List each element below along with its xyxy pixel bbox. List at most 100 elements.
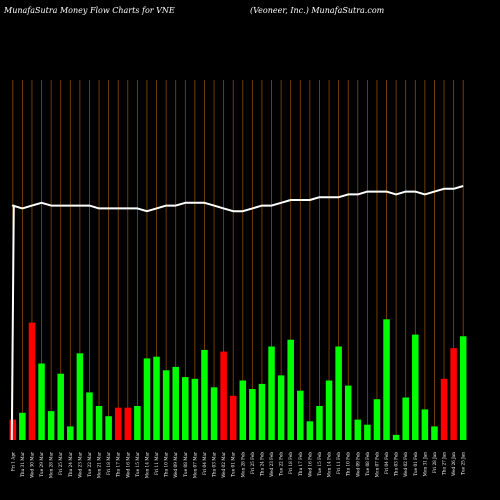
money-flow-bar [268,346,275,440]
tick-label: Fri 04 Mar [202,452,207,475]
money-flow-bar [124,407,132,440]
tick-label: Tue 01 Mar [231,452,236,477]
tick-label: Thu 17 Feb [298,452,303,476]
tick-label: Thu 17 Mar [116,452,121,477]
money-flow-bar [57,373,64,440]
tick-label: Wed 02 Mar [221,452,226,478]
tick-label: Mon 28 Mar [49,452,54,478]
tick-label: Fri 11 Mar [154,452,159,475]
tick-label: Mon 07 Mar [192,452,197,478]
money-flow-bar [364,424,371,440]
tick-label: Wed 09 Feb [355,452,360,477]
money-flow-bar [325,380,333,440]
tick-label: Tue 22 Mar [87,452,92,477]
tick-label: Thu 27 Jan [442,452,447,475]
tick-label: Mon 31 Jan [422,452,427,477]
tick-label: Mon 14 Feb [327,452,332,478]
money-flow-bar [114,407,122,440]
tick-label: Wed 23 Mar [77,452,82,478]
money-flow-bar [316,406,323,440]
tick-label: Fri 04 Feb [384,452,389,474]
tick-label: Fri 11 Feb [336,452,341,474]
money-flow-bar [95,406,103,440]
money-flow-bar [297,390,304,440]
price-line [10,185,464,441]
tick-label: Thu 03 Mar [212,452,217,477]
tick-label: Mon 28 Feb [240,452,245,478]
money-flow-bar [220,351,227,440]
money-flow-bar [306,421,314,440]
money-flow-bar [162,370,170,440]
tick-label: Thu 10 Mar [164,452,169,477]
money-flow-bar [153,356,160,440]
tick-label: Thu 03 Feb [394,452,399,476]
tick-label: Mon 14 Mar [144,452,149,478]
money-flow-bar [402,397,409,440]
money-flow-bar [28,322,36,440]
tick-label: Fri 25 Feb [250,452,255,474]
money-flow-bar [344,385,352,440]
tick-label: Tue 01 Feb [413,452,418,476]
money-flow-bar [431,426,438,440]
money-flow-bar [143,358,151,440]
money-flow-bar [277,375,285,440]
money-flow-bar [249,389,256,440]
money-flow-bar [287,339,294,440]
tick-label: Thu 24 Feb [259,452,264,476]
tick-label: Tue 08 Mar [183,452,188,477]
money-flow-bar [450,348,457,440]
money-flow-bar [76,353,84,440]
money-flow-bar [412,334,419,440]
tick-label: Tue 25 Jan [461,452,466,475]
tick-label: Fri 25 Mar [58,452,63,475]
money-flow-bar [182,377,189,440]
money-flow-bar [201,349,208,440]
money-flow-bar [239,380,247,440]
money-flow-bar [86,392,93,440]
tick-label: Wed 02 Feb [403,452,408,477]
tick-label: Thu 10 Feb [346,452,351,476]
money-flow-bar [105,416,112,440]
money-flow-bar [38,363,45,440]
tick-label: Mon 07 Feb [374,452,379,478]
tick-label: Wed 16 Feb [307,452,312,477]
chart-title-left: MunafaSutra Money Flow Charts for VNE [3,6,175,15]
money-flow-bar [383,319,390,440]
money-flow-bar [392,434,400,440]
tick-label: Thu 24 Mar [68,452,73,477]
tick-label: Wed 09 Mar [173,452,178,478]
tick-label: Wed 26 Jan [451,452,456,476]
money-flow-bar [19,412,26,440]
money-flow-bar [258,383,266,440]
money-flow-bar [47,411,55,440]
money-flow-bar [210,387,218,440]
money-flow-bars [9,319,467,440]
money-flow-bar [67,426,74,440]
money-flow-bar [354,419,362,440]
tick-label: Tue 29 Mar [39,452,44,477]
money-flow-bar [373,399,381,440]
tick-label: Wed 23 Feb [269,452,274,477]
tick-label: Wed 16 Mar [125,452,130,478]
money-flow-bar [335,346,342,440]
money-flow-bar [134,406,141,440]
tick-label: Fri 28 Jan [432,452,437,473]
tick-label: Tue 15 Mar [135,452,140,477]
money-flow-bar [421,409,429,440]
tick-label: Tue 15 Feb [317,452,322,476]
chart-title-right: (Veoneer, Inc.) MunafaSutra.com [250,6,385,15]
tick-label: Mon 21 Mar [97,452,102,478]
tick-label: Wed 30 Mar [29,452,34,478]
money-flow-bar [459,336,467,440]
tick-label: Fri 18 Mar [106,452,111,475]
x-axis-tick-labels: Fri 1 Apr Thu 31 Mar Wed 30 Mar Tue 29 Mar M… [10,452,465,479]
price-line-layer [10,185,464,441]
tick-label: Thu 31 Mar [20,452,25,477]
tick-label: Fri 18 Feb [288,452,293,474]
money-flow-bar [191,378,199,440]
money-flow-bar [229,395,237,440]
tick-label: Tue 08 Feb [365,452,370,476]
tick-label: Fri 1 Apr [10,452,15,471]
money-flow-bar [440,378,448,440]
